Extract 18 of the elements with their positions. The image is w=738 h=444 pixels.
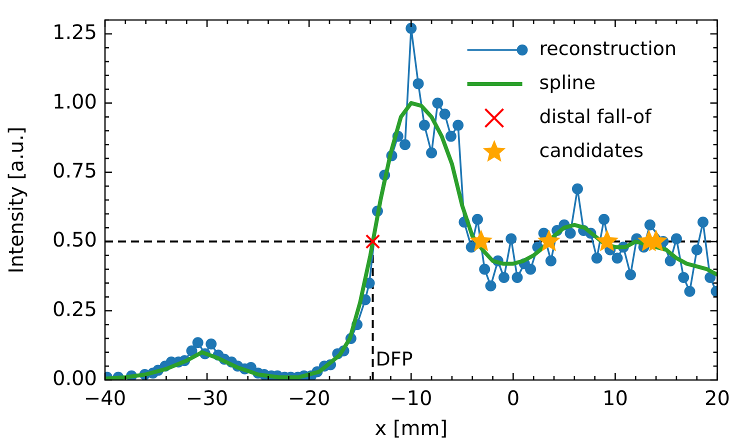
y-tick-label: 0.50 [52,228,97,252]
legend-label: reconstruction [539,38,677,60]
legend-label: distal fall-of [539,106,653,128]
y-tick-label: 0.25 [52,296,97,321]
ref-line-label: DFP [376,348,413,370]
x-axis-title: x [mm] [374,416,448,440]
x-tick-label: 0 [506,386,520,410]
x-tick-label: −30 [186,386,228,410]
x-tick-label: −20 [288,386,330,410]
y-tick-label: 0.75 [52,158,97,183]
x-tick-label: 20 [704,386,730,410]
x-tick-label: −10 [390,386,432,410]
legend-label: spline [539,72,596,94]
y-tick-label: 1.25 [52,20,97,44]
y-axis-title: Intensity [a.u.] [4,126,28,274]
x-tick-label: 10 [602,386,628,410]
legend-label: candidates [539,140,644,162]
y-tick-label: 1.00 [52,89,97,114]
